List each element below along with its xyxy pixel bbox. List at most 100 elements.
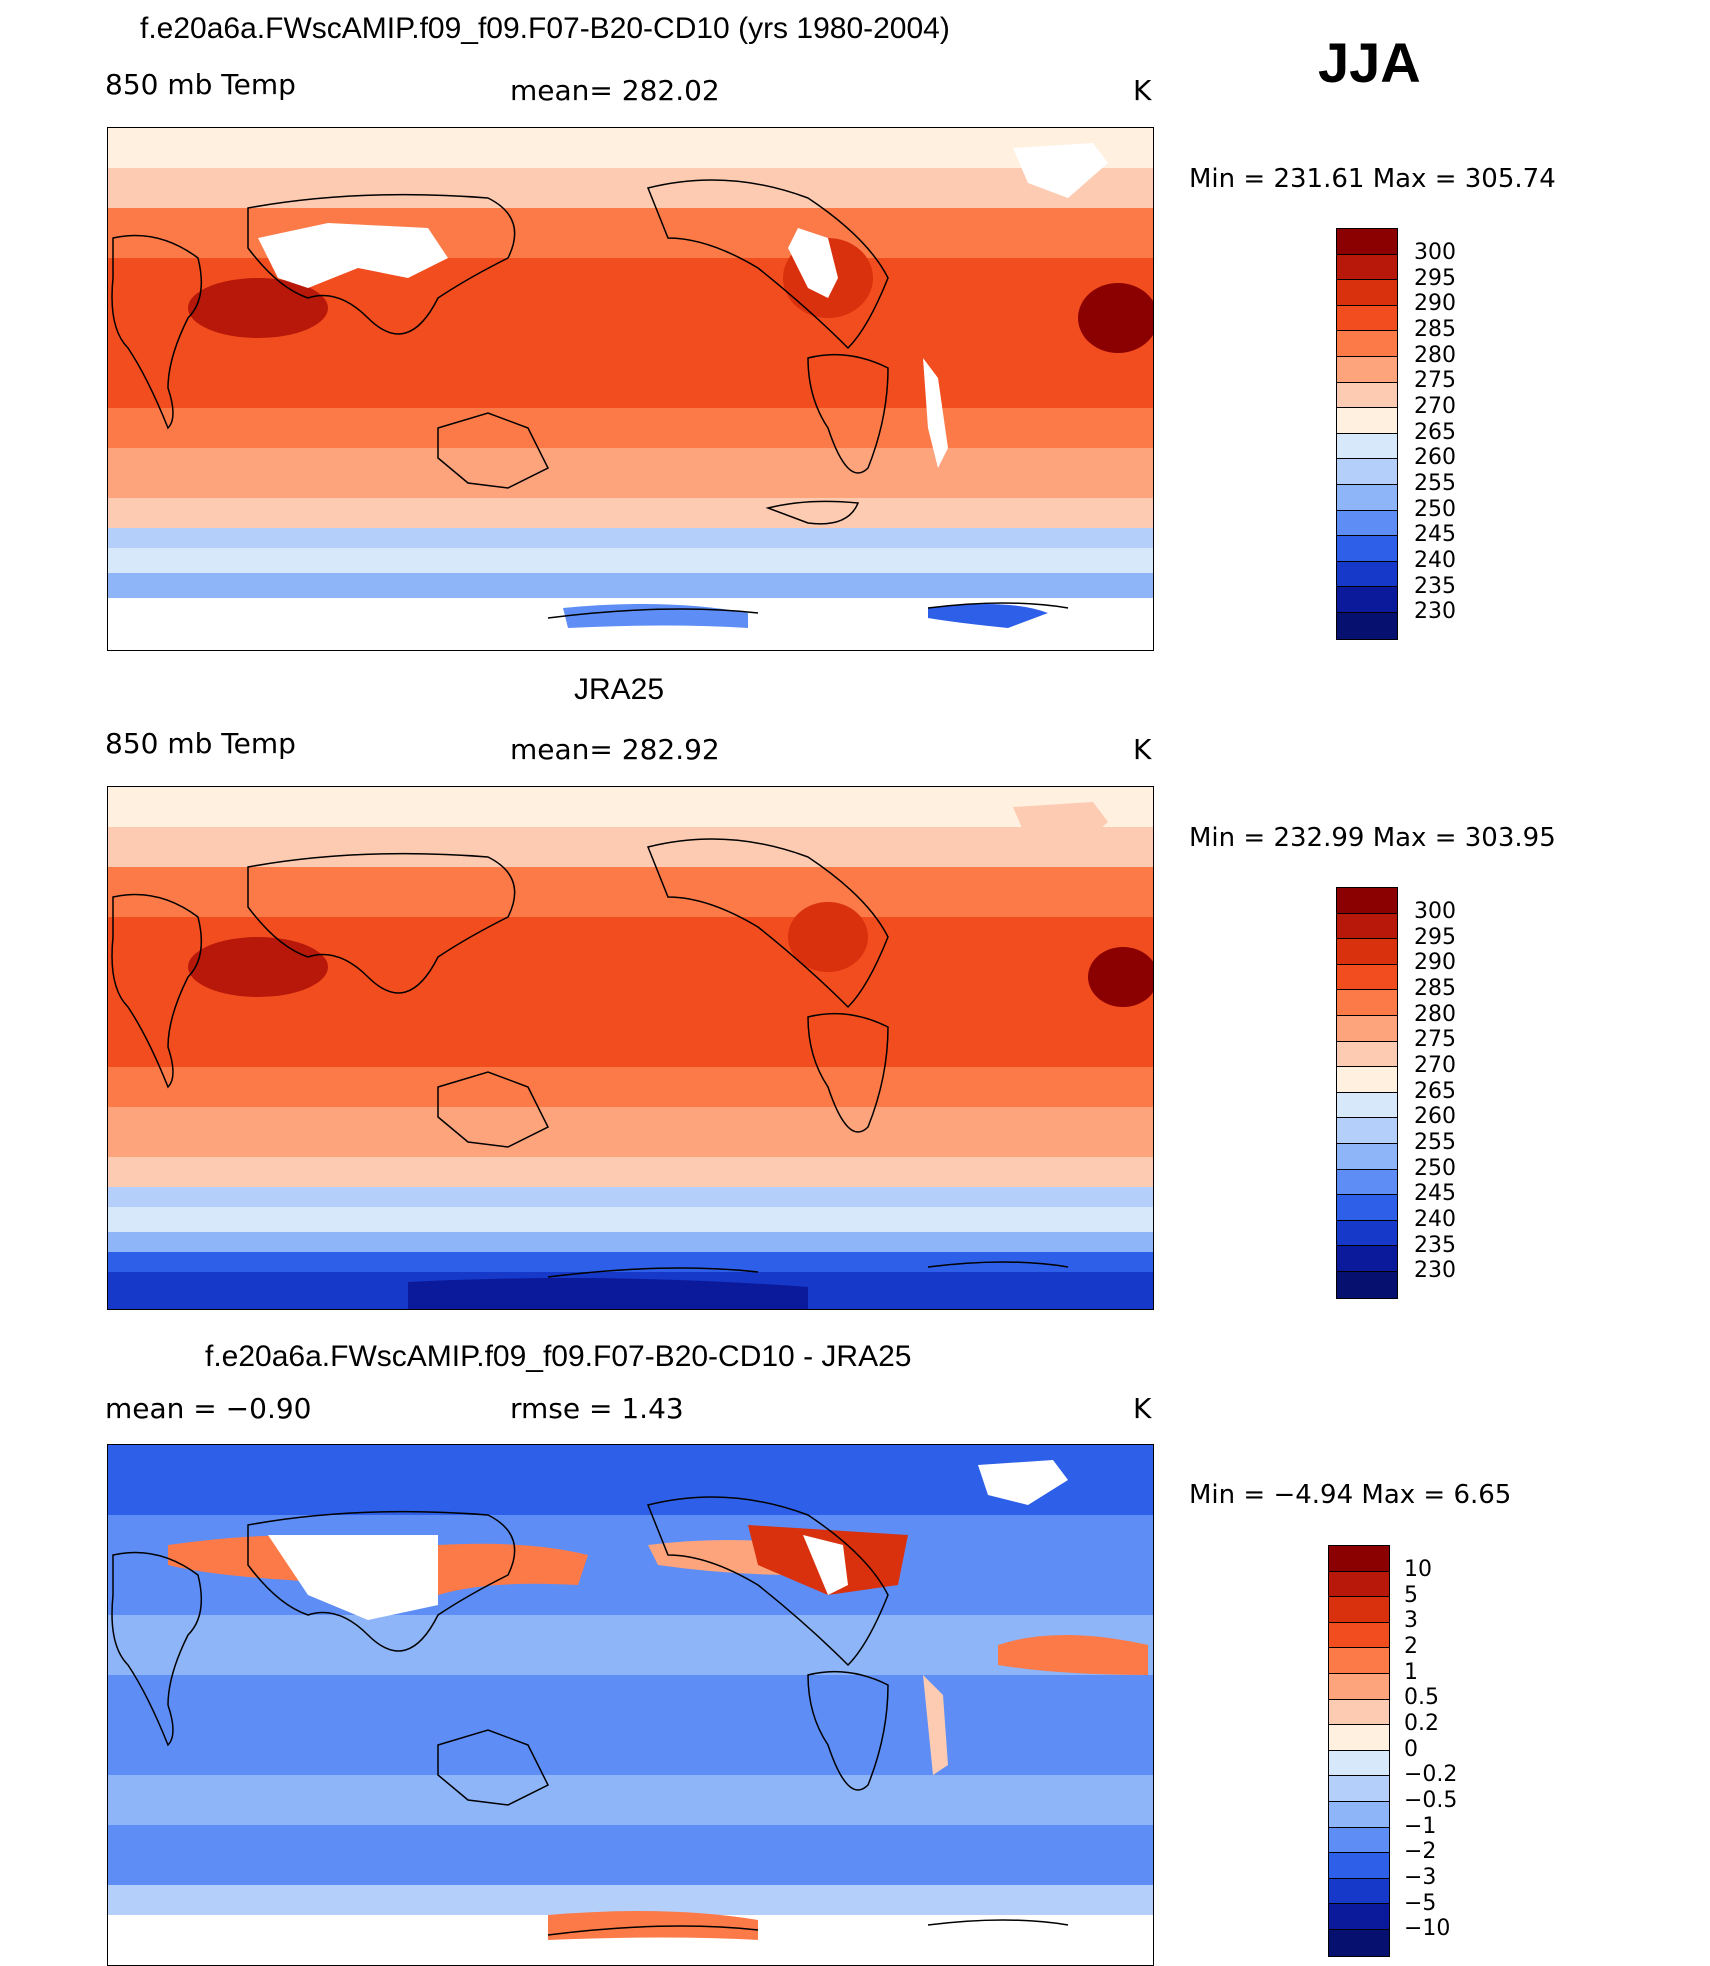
colorbar-label: 270 xyxy=(1414,1053,1456,1078)
colorbar-label: 295 xyxy=(1414,925,1456,950)
panel-model-map xyxy=(107,127,1154,651)
colorbar-label: 275 xyxy=(1414,1027,1456,1052)
colorbar-label: 235 xyxy=(1414,1233,1456,1258)
colorbar-box xyxy=(1337,964,1397,991)
model-field-svg xyxy=(108,128,1153,650)
colorbar-label: 1 xyxy=(1404,1660,1418,1685)
colorbar-box xyxy=(1337,408,1397,434)
colorbar-label: 0.2 xyxy=(1404,1711,1439,1736)
colorbar-label: 245 xyxy=(1414,522,1456,547)
colorbar-label: 290 xyxy=(1414,291,1456,316)
band xyxy=(108,548,1153,573)
panel-diff-units: K xyxy=(1133,1392,1152,1425)
missing-data xyxy=(268,1535,438,1620)
missing-data xyxy=(788,228,838,298)
band xyxy=(108,128,1153,168)
colorbar-box xyxy=(1337,1015,1397,1042)
band xyxy=(108,168,1153,208)
panel-model-mean: mean= 282.02 xyxy=(510,74,720,107)
colorbar-label: 300 xyxy=(1414,899,1456,924)
colorbar-label: 2 xyxy=(1404,1634,1418,1659)
colorbar-box xyxy=(1337,561,1397,588)
warm-core xyxy=(1078,283,1153,353)
colorbar-label: 240 xyxy=(1414,1207,1456,1232)
band xyxy=(108,1207,1153,1232)
warm-anomaly xyxy=(548,1911,758,1940)
colorbar-label: 255 xyxy=(1414,471,1456,496)
colorbar-box xyxy=(1329,1673,1389,1700)
colorbar-box xyxy=(1337,1143,1397,1170)
panel-diff-map xyxy=(107,1444,1154,1966)
colorbar-label: 290 xyxy=(1414,950,1456,975)
panel-model-units: K xyxy=(1133,74,1152,107)
diff-field-svg xyxy=(108,1445,1153,1965)
coastlines xyxy=(111,838,1069,1278)
colorbar-label: −2 xyxy=(1404,1839,1437,1864)
greenland xyxy=(1013,802,1108,857)
panel-model-title: f.e20a6a.FWscAMIP.f09_f09.F07-B20-CD10 (… xyxy=(140,12,950,45)
missing-data xyxy=(1013,143,1108,198)
colorbar-label: −1 xyxy=(1404,1814,1437,1839)
colorbar-box xyxy=(1329,1904,1389,1930)
band xyxy=(108,573,1153,598)
colorbar-box xyxy=(1337,382,1397,409)
band xyxy=(108,1885,1153,1915)
band xyxy=(108,1157,1153,1187)
colorbar-label: 275 xyxy=(1414,368,1456,393)
colorbar-box xyxy=(1337,1118,1397,1144)
panel-obs-colorbar xyxy=(1336,887,1398,1299)
colorbar-box xyxy=(1337,587,1397,613)
colorbar-box xyxy=(1329,1750,1389,1777)
panel-diff-mean: mean = −0.90 xyxy=(105,1392,312,1425)
antarctic-cold xyxy=(408,1278,808,1309)
panel-model-colorbar xyxy=(1336,228,1398,640)
band xyxy=(108,1232,1153,1252)
colorbar-label: −0.2 xyxy=(1404,1762,1458,1787)
missing-data xyxy=(258,223,448,288)
coastlines xyxy=(111,179,1069,619)
colorbar-label: 10 xyxy=(1404,1557,1432,1582)
colorbar-label: 255 xyxy=(1414,1130,1456,1155)
colorbar-box xyxy=(1337,1041,1397,1068)
missing-data xyxy=(803,1535,848,1595)
colorbar-label: −10 xyxy=(1404,1916,1451,1941)
warm-core xyxy=(1088,947,1153,1007)
colorbar-box xyxy=(1337,356,1397,383)
panel-diff-title: f.e20a6a.FWscAMIP.f09_f09.F07-B20-CD10 -… xyxy=(205,1340,912,1373)
colorbar-label: −0.5 xyxy=(1404,1788,1458,1813)
colorbar-box xyxy=(1329,1648,1389,1674)
panel-diff-colorbar xyxy=(1328,1545,1390,1957)
colorbar-box xyxy=(1337,913,1397,940)
missing-data xyxy=(978,1460,1068,1505)
colorbar-box xyxy=(1337,331,1397,357)
warm-anomaly xyxy=(998,1635,1148,1675)
colorbar-box xyxy=(1337,990,1397,1016)
colorbar-box xyxy=(1337,254,1397,281)
colorbar-label: 265 xyxy=(1414,420,1456,445)
panel-diff-rmse: rmse = 1.43 xyxy=(510,1392,684,1425)
colorbar-label: 250 xyxy=(1414,1156,1456,1181)
panel-obs-minmax: Min = 232.99 Max = 303.95 xyxy=(1189,823,1556,853)
colorbar-box xyxy=(1329,1597,1389,1623)
band xyxy=(108,1775,1153,1825)
colorbar-label: 0 xyxy=(1404,1737,1418,1762)
band xyxy=(108,1067,1153,1107)
colorbar-label: 245 xyxy=(1414,1181,1456,1206)
colorbar-box xyxy=(1337,1067,1397,1093)
band xyxy=(108,528,1153,548)
band xyxy=(108,1252,1153,1272)
colorbar-box xyxy=(1329,1853,1389,1879)
colorbar-box xyxy=(1337,433,1397,460)
colorbar-label: 260 xyxy=(1414,1104,1456,1129)
colorbar-label: −5 xyxy=(1404,1891,1437,1916)
colorbar-box xyxy=(1329,1827,1389,1854)
colorbar-label: 285 xyxy=(1414,976,1456,1001)
warm-core xyxy=(788,902,868,972)
colorbar-label: 280 xyxy=(1414,1002,1456,1027)
colorbar-box xyxy=(1329,1801,1389,1828)
colorbar-box xyxy=(1329,1878,1389,1905)
band xyxy=(108,1107,1153,1157)
warm-core xyxy=(188,278,328,338)
panel-obs-units: K xyxy=(1133,733,1152,766)
colorbar-label: 280 xyxy=(1414,343,1456,368)
